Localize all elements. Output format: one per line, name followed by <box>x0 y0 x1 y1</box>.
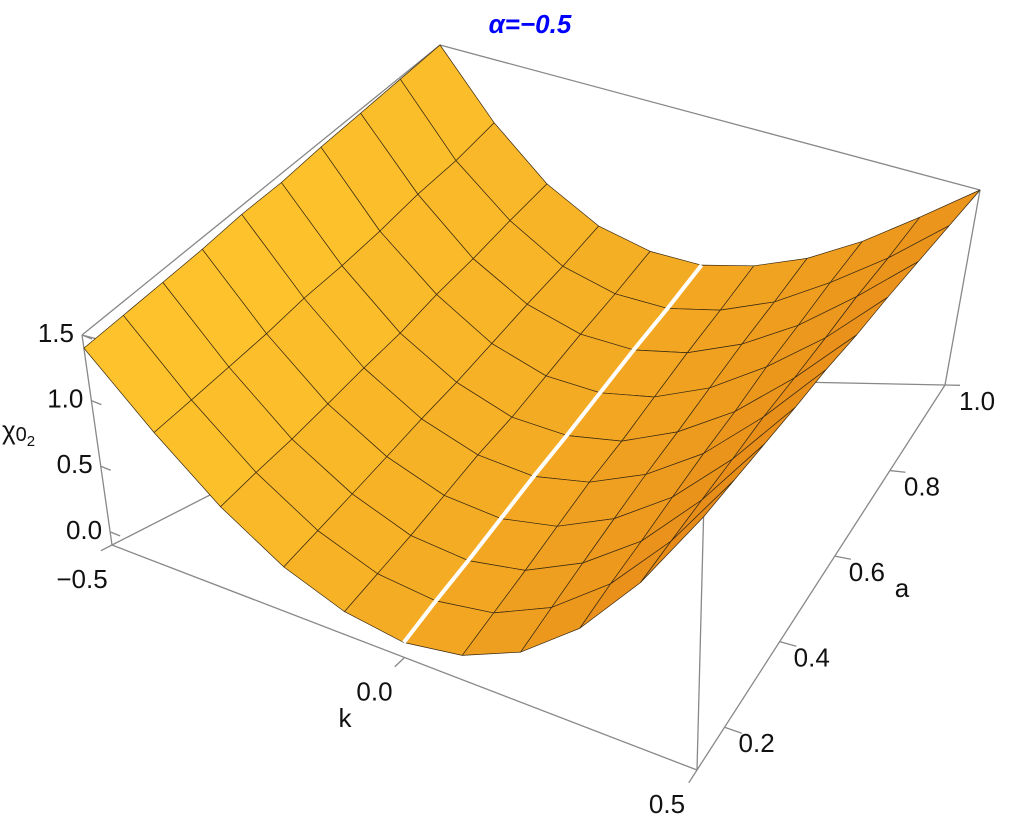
box-edge <box>439 44 981 191</box>
y-tick-label: 0.2 <box>739 728 775 758</box>
surface-patch <box>887 189 981 259</box>
z-tick <box>100 465 111 471</box>
highlight-line <box>402 263 704 644</box>
y-axis-label: a <box>895 573 910 603</box>
z-tick-label: 1.5 <box>38 318 74 348</box>
box-edge <box>81 44 441 336</box>
x-tick <box>100 544 113 552</box>
z-tick-label: 0.5 <box>57 449 93 479</box>
z-tick <box>109 531 121 537</box>
y-tick-label: 0.6 <box>849 557 885 587</box>
z-label-sub: 0 <box>16 424 27 446</box>
box-edge <box>81 334 113 546</box>
x-tick <box>688 769 698 784</box>
z-tick <box>91 400 102 406</box>
z-tick-label: 0.0 <box>66 515 102 545</box>
box-edge <box>696 499 705 771</box>
y-tick-label: 0.8 <box>904 471 940 501</box>
surface-patch <box>640 479 735 583</box>
z-tick <box>81 334 93 340</box>
y-tick-label: 0.4 <box>794 643 830 673</box>
z-label-base: χ <box>2 415 16 445</box>
z-axis-label: χ02 <box>2 415 35 450</box>
z-label-subsub: 2 <box>27 433 35 450</box>
y-tick <box>834 555 852 560</box>
y-tick <box>889 469 906 473</box>
x-axis-label: k <box>339 703 353 733</box>
y-tick <box>724 726 743 734</box>
x-tick-label: 0.5 <box>649 789 685 819</box>
y-tick <box>779 641 797 647</box>
y-tick-label: 1.0 <box>959 386 995 416</box>
chart-title: α=−0.5 <box>489 9 572 39</box>
x-tick-label: −0.5 <box>56 564 107 594</box>
x-tick <box>394 657 405 668</box>
x-tick-label: 0.0 <box>356 676 392 706</box>
box-edge <box>944 189 981 386</box>
z-tick-label: 1.0 <box>47 384 83 414</box>
box-edge <box>696 384 946 771</box>
